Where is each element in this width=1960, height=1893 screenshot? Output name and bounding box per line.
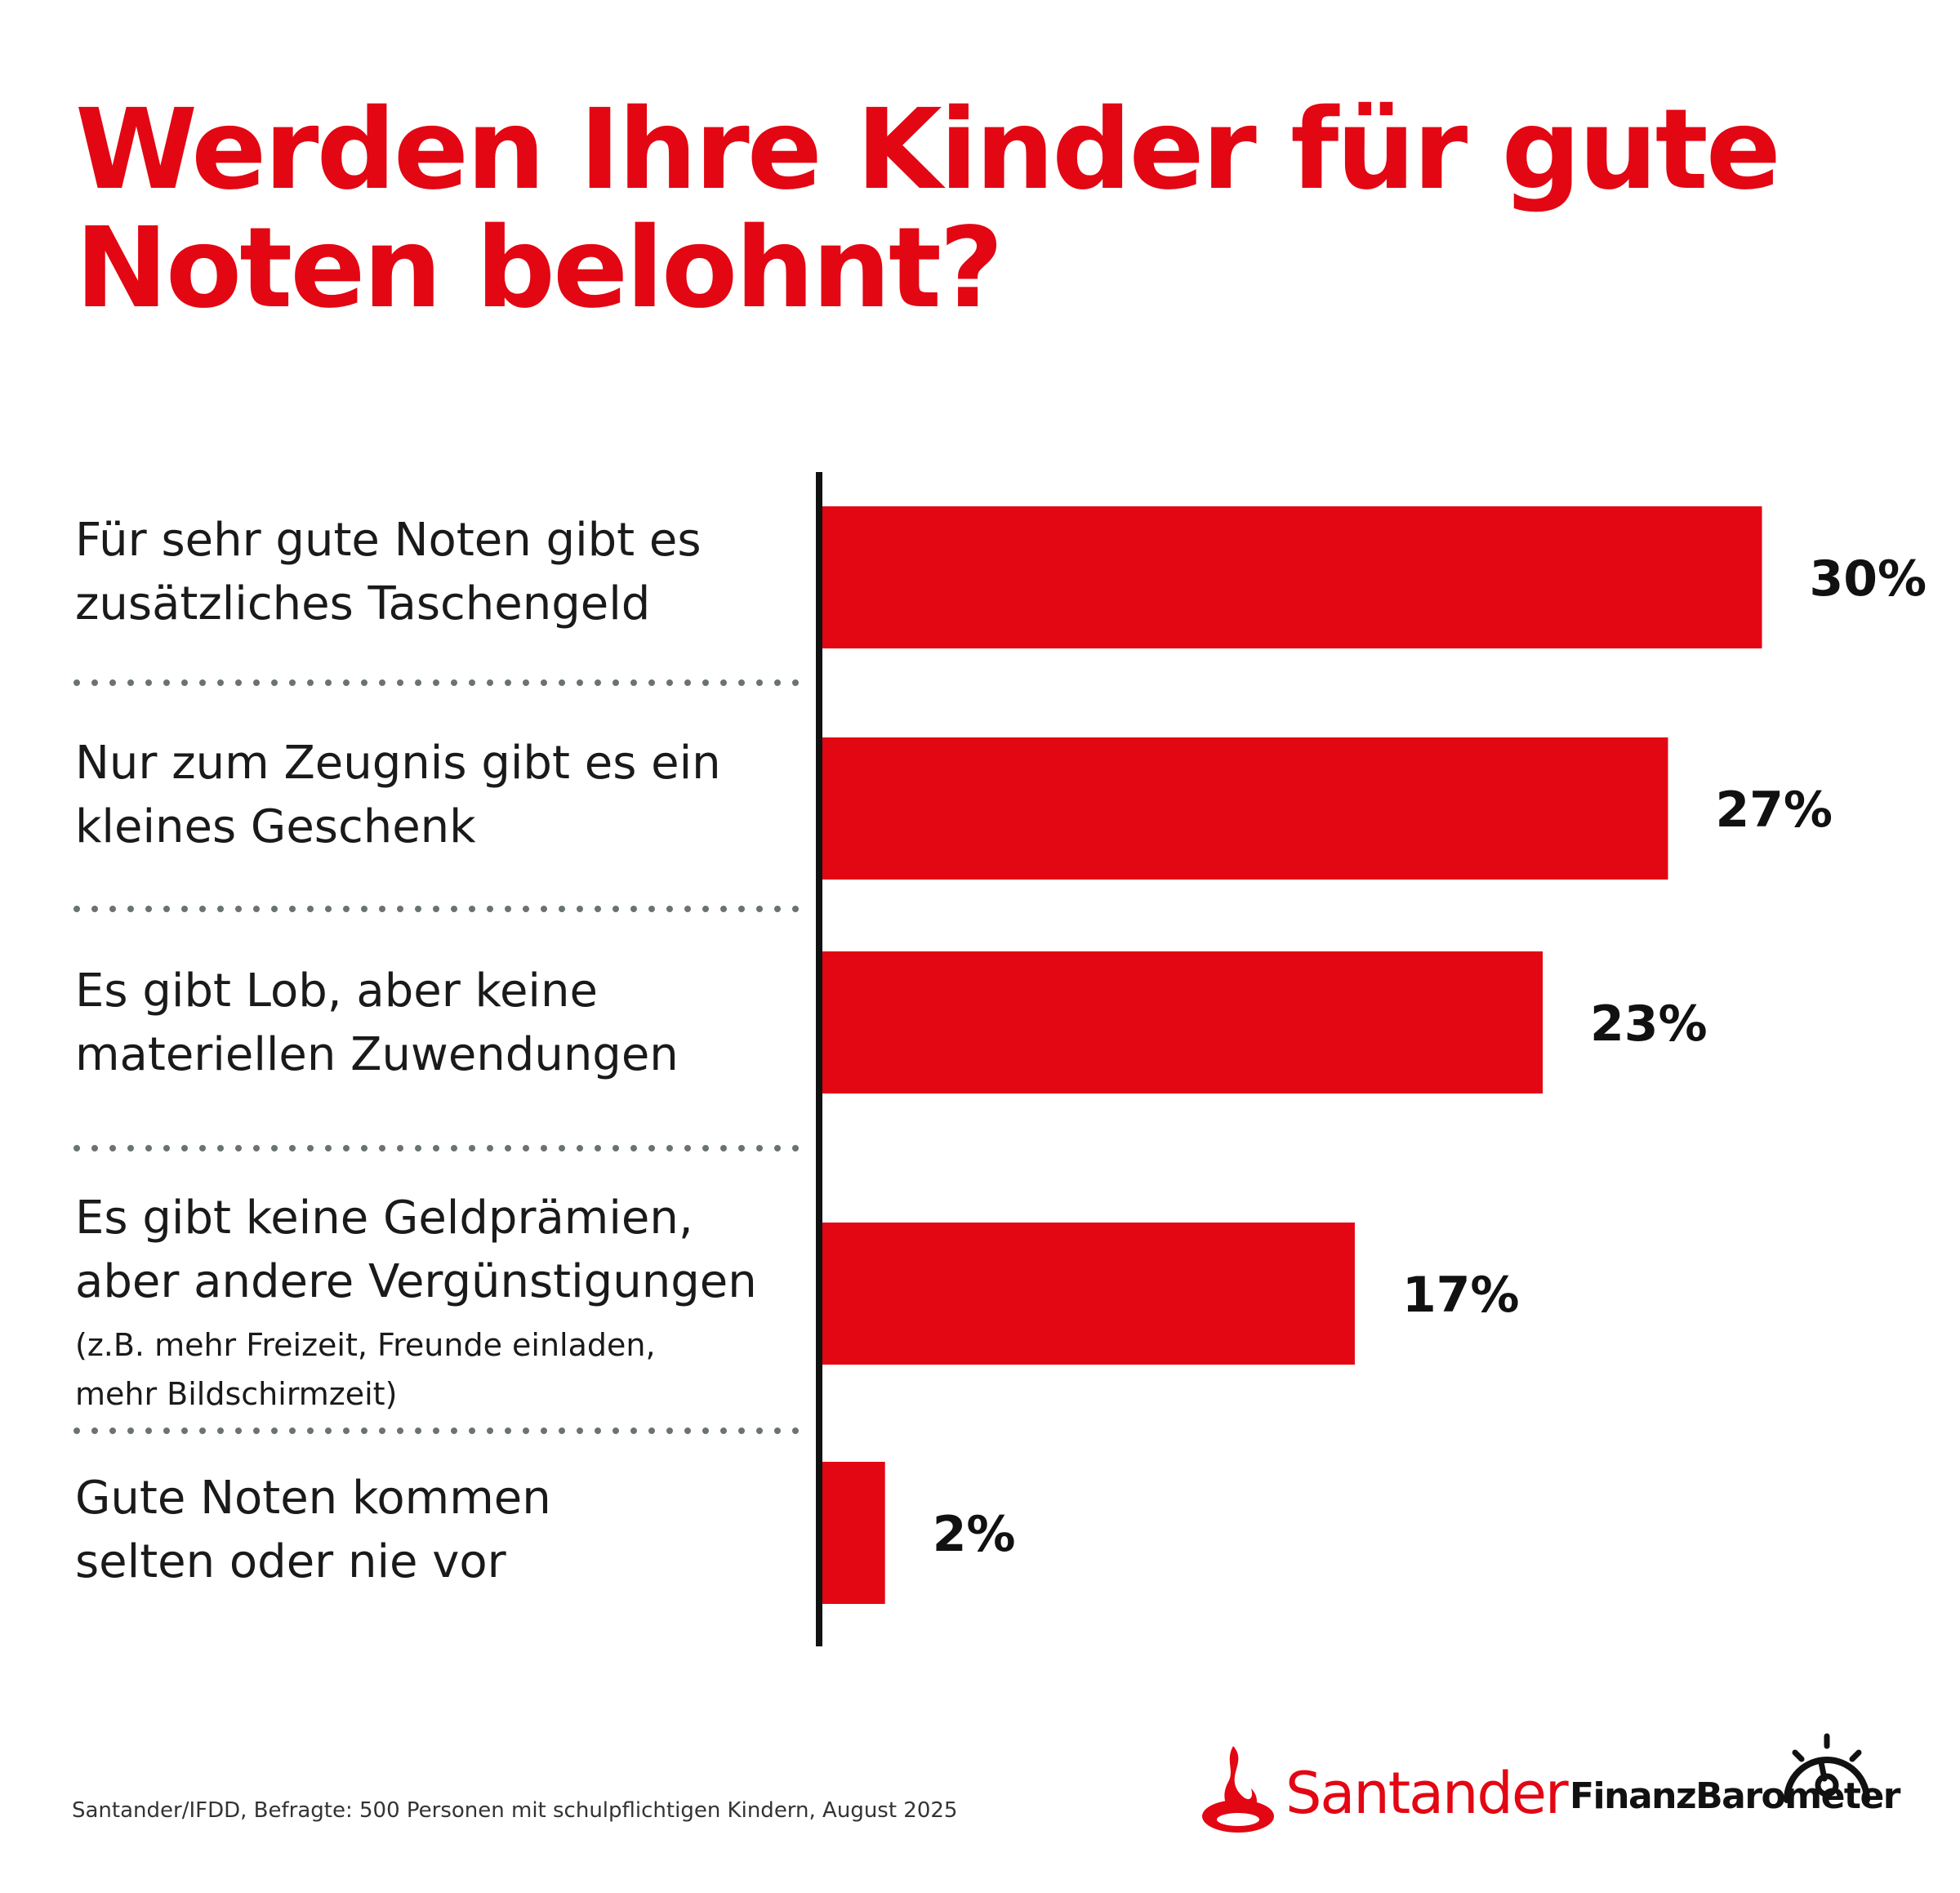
bar-chart: Für sehr gute Noten gibt es zusätzliches … [74, 472, 1927, 1646]
chart-title: Werden Ihre Kinder für gute Noten belohn… [75, 91, 1872, 328]
category-label-4-line-2: aber andere Vergünstigungen [75, 1255, 757, 1308]
category-label-1-line-1: Für sehr gute Noten gibt es [75, 514, 702, 567]
value-label-4: 17% [1402, 1267, 1520, 1324]
bar-4 [822, 1223, 1355, 1365]
chart-title-line-1: Werden Ihre Kinder für gute [75, 86, 1781, 215]
category-label-3-line-1: Es gibt Lob, aber keine [75, 964, 598, 1018]
bar-3 [822, 951, 1544, 1093]
bar-1 [822, 506, 1762, 648]
santander-finanzbarometer-logo: Santander FinanzBarometer [1200, 1731, 1903, 1846]
source-note: Santander/IFDD, Befragte: 500 Personen m… [72, 1798, 958, 1823]
bar-5 [822, 1462, 885, 1604]
category-labels: Für sehr gute Noten gibt es zusätzliches … [75, 514, 757, 1588]
bar-2 [822, 737, 1668, 880]
finanzbarometer-wordmark: FinanzBarometer [1570, 1775, 1901, 1817]
value-labels: 30% 27% 23% 17% 2% [933, 550, 1927, 1563]
category-label-1-line-2: zusätzliches Taschengeld [75, 577, 650, 630]
category-label-5-line-2: selten oder nie vor [75, 1535, 507, 1588]
category-note-4-line-2: mehr Bildschirmzeit) [75, 1376, 397, 1412]
chart-title-line-2: Noten belohnt? [75, 204, 1004, 333]
category-label-4-line-1: Es gibt keine Geldprämien, [75, 1191, 693, 1245]
value-label-5: 2% [933, 1506, 1016, 1563]
value-label-1: 30% [1810, 550, 1927, 608]
category-label-5-line-1: Gute Noten kommen [75, 1472, 551, 1525]
category-note-4-line-1: (z.B. mehr Freizeit, Freunde einladen, [75, 1327, 656, 1363]
bars [822, 506, 1762, 1604]
value-label-2: 27% [1715, 782, 1833, 839]
speedometer-icon [1784, 1733, 1870, 1803]
santander-flame-icon [1202, 1746, 1274, 1833]
value-label-3: 23% [1590, 995, 1708, 1053]
santander-wordmark: Santander [1285, 1760, 1569, 1827]
category-label-3-line-2: materiellen Zuwendungen [75, 1028, 679, 1081]
category-label-2-line-1: Nur zum Zeugnis gibt es ein [75, 737, 721, 790]
category-label-2-line-2: kleines Geschenk [75, 800, 476, 853]
